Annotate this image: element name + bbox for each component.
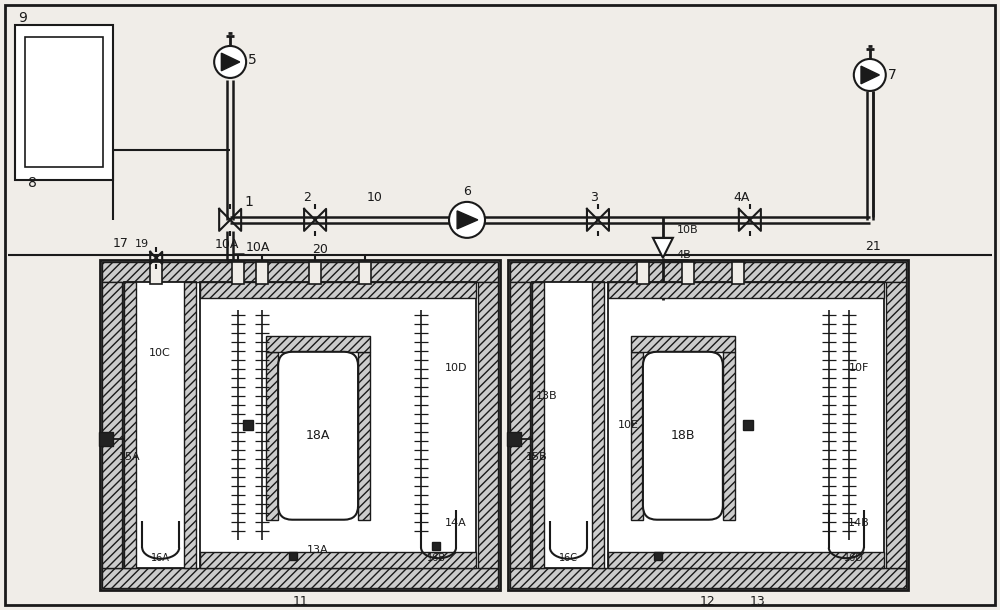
Bar (309, 262, 321, 284)
Text: 7: 7 (888, 68, 897, 82)
Bar (743, 420, 753, 430)
Text: 4B: 4B (677, 250, 692, 260)
Text: 16A: 16A (151, 553, 170, 562)
Text: 5: 5 (248, 53, 257, 67)
Bar (200, 282, 476, 298)
Text: 2: 2 (303, 192, 311, 204)
Text: 13A: 13A (307, 545, 329, 554)
Text: 14B: 14B (848, 518, 870, 528)
Polygon shape (653, 238, 673, 258)
Bar (266, 352, 278, 520)
Text: 16C: 16C (558, 553, 577, 562)
Text: 10A: 10A (246, 242, 271, 254)
Bar (592, 282, 604, 568)
Text: 20: 20 (312, 243, 328, 256)
Text: 15A: 15A (118, 452, 140, 462)
Bar (432, 542, 440, 550)
Text: 8: 8 (28, 176, 37, 190)
Bar (637, 262, 649, 284)
Bar (124, 282, 196, 568)
Bar (510, 282, 530, 568)
Bar (200, 282, 476, 568)
Bar (15, 25, 113, 180)
Bar (266, 336, 370, 352)
Text: 10A: 10A (215, 239, 240, 251)
Text: 16B: 16B (427, 553, 446, 562)
Text: 13: 13 (750, 595, 766, 608)
Text: 13B: 13B (536, 391, 558, 401)
Bar (532, 282, 604, 568)
Bar (732, 262, 744, 284)
Bar (608, 282, 884, 298)
Bar (654, 551, 662, 560)
Bar (508, 260, 908, 590)
Bar (102, 262, 498, 282)
Bar (99, 432, 113, 446)
Text: 4A: 4A (734, 192, 750, 204)
Polygon shape (861, 66, 879, 84)
Text: 18B: 18B (671, 429, 695, 442)
Bar (682, 262, 694, 284)
Text: 12: 12 (700, 595, 716, 608)
Text: 10B: 10B (677, 225, 699, 235)
Text: 15B: 15B (526, 452, 548, 462)
Text: 1: 1 (244, 195, 253, 209)
Bar (124, 282, 136, 568)
Text: 11: 11 (292, 595, 308, 608)
Bar (507, 432, 521, 446)
Bar (184, 282, 196, 568)
Text: 3: 3 (590, 192, 598, 204)
Bar (631, 352, 643, 520)
Bar (289, 551, 297, 560)
Bar (100, 260, 500, 590)
Circle shape (854, 59, 886, 91)
FancyBboxPatch shape (643, 352, 723, 520)
Bar (102, 568, 498, 587)
Text: 10F: 10F (849, 362, 869, 373)
Text: 16D: 16D (844, 553, 864, 562)
FancyBboxPatch shape (278, 352, 358, 520)
Text: 21: 21 (865, 240, 881, 253)
Bar (256, 262, 268, 284)
Bar (150, 262, 162, 284)
Text: 17: 17 (112, 237, 128, 250)
Bar (25, 37, 103, 167)
Text: 10: 10 (367, 192, 383, 204)
Bar (723, 352, 735, 520)
Polygon shape (457, 211, 478, 229)
Bar (608, 282, 884, 568)
Bar (510, 262, 906, 282)
Bar (608, 551, 884, 568)
Polygon shape (221, 53, 240, 71)
Text: 6: 6 (463, 185, 471, 198)
Bar (510, 568, 906, 587)
Bar (358, 352, 370, 520)
Bar (102, 282, 122, 568)
Text: 18A: 18A (306, 429, 330, 442)
Bar (532, 282, 544, 568)
Text: 9: 9 (18, 11, 27, 25)
Bar (631, 336, 735, 352)
Circle shape (214, 46, 246, 78)
Text: 14A: 14A (445, 518, 467, 528)
Bar (478, 282, 498, 568)
Bar (232, 262, 244, 284)
Text: 10C: 10C (149, 348, 171, 358)
Text: 19: 19 (135, 239, 149, 249)
Bar (886, 282, 906, 568)
Bar (243, 420, 253, 430)
Bar (359, 262, 371, 284)
Text: 10E: 10E (617, 420, 638, 430)
Circle shape (449, 202, 485, 238)
Bar (200, 551, 476, 568)
Text: 10D: 10D (445, 362, 467, 373)
